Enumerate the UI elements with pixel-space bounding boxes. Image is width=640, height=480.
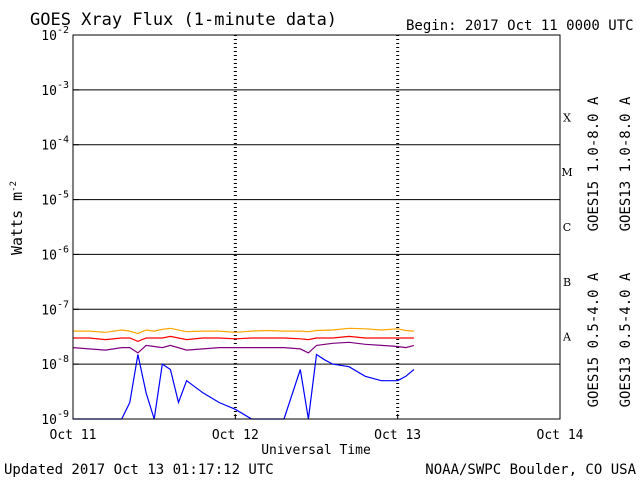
legend: GOES15 1.0-8.0 A GOES13 1.0-8.0 A GOES15 0…	[586, 96, 634, 407]
flare-class-label: M	[561, 166, 572, 179]
series-line	[73, 335, 414, 343]
y-tick-label: 10-9	[41, 409, 69, 428]
y-tick-base: 10	[41, 303, 57, 318]
plot-background	[73, 35, 560, 419]
y-tick-exponent: -9	[57, 409, 69, 420]
legend-entry: GOES15 1.0-8.0 A	[586, 96, 602, 231]
x-tick-label: Oct 12	[212, 428, 259, 443]
y-tick-exponent: -4	[57, 135, 69, 146]
y-tick-exponent: -3	[57, 80, 69, 91]
y-tick-base: 10	[41, 358, 57, 373]
x-tick-label: Oct 14	[537, 428, 584, 443]
y-tick-label: 10-3	[41, 80, 69, 99]
credit: NOAA/SWPC Boulder, CO USA	[425, 462, 636, 478]
begin-date: Begin: 2017 Oct 11 0000 UTC	[406, 18, 634, 34]
y-tick-base: 10	[41, 29, 57, 44]
legend-entry: GOES15 0.5-4.0 A	[586, 272, 602, 407]
chart-title: GOES Xray Flux (1-minute data)	[30, 10, 337, 30]
y-axis-label: Watts m-2	[8, 181, 26, 255]
flare-class-label: X	[563, 111, 571, 124]
y-tick-exponent: -5	[57, 190, 69, 201]
legend-entry: GOES13 1.0-8.0 A	[618, 96, 634, 231]
y-tick-base: 10	[41, 413, 57, 428]
y-tick-base: 10	[41, 139, 57, 154]
series-line	[73, 353, 415, 420]
x-tick-label: Oct 13	[374, 428, 421, 443]
series-line	[73, 327, 414, 335]
updated-time: Updated 2017 Oct 13 01:17:12 UTC	[4, 462, 274, 478]
plot-area	[73, 35, 560, 419]
x-tick-label: Oct 11	[50, 428, 97, 443]
y-tick-exponent: -7	[57, 299, 69, 310]
y-axis-label-main: Watts m	[8, 192, 26, 255]
plot-frame	[72, 34, 561, 420]
series-layer	[72, 327, 415, 420]
y-tick-label: 10-8	[41, 354, 69, 373]
y-tick-base: 10	[41, 248, 57, 263]
y-tick-exponent: -2	[57, 25, 69, 36]
y-tick-base: 10	[41, 84, 57, 99]
x-axis-label: Universal Time	[261, 443, 371, 458]
y-tick-label: 10-5	[41, 190, 69, 209]
y-tick-label: 10-7	[41, 299, 69, 318]
svg-text:Watts m-2: Watts m-2	[8, 181, 26, 255]
y-tick-base: 10	[41, 194, 57, 209]
flare-class-label: C	[563, 221, 571, 234]
y-axis-label-sup: -2	[9, 181, 19, 192]
y-tick-label: 10-6	[41, 244, 69, 263]
y-tick-label: 10-4	[41, 135, 69, 154]
y-tick-exponent: -6	[57, 244, 69, 255]
y-tick-exponent: -8	[57, 354, 69, 365]
flare-class-label: A	[562, 331, 572, 344]
flare-class-label: B	[563, 276, 571, 289]
legend-entry: GOES13 0.5-4.0 A	[618, 272, 634, 407]
series-line	[72, 341, 415, 354]
y-tick-label: 10-2	[41, 25, 69, 44]
